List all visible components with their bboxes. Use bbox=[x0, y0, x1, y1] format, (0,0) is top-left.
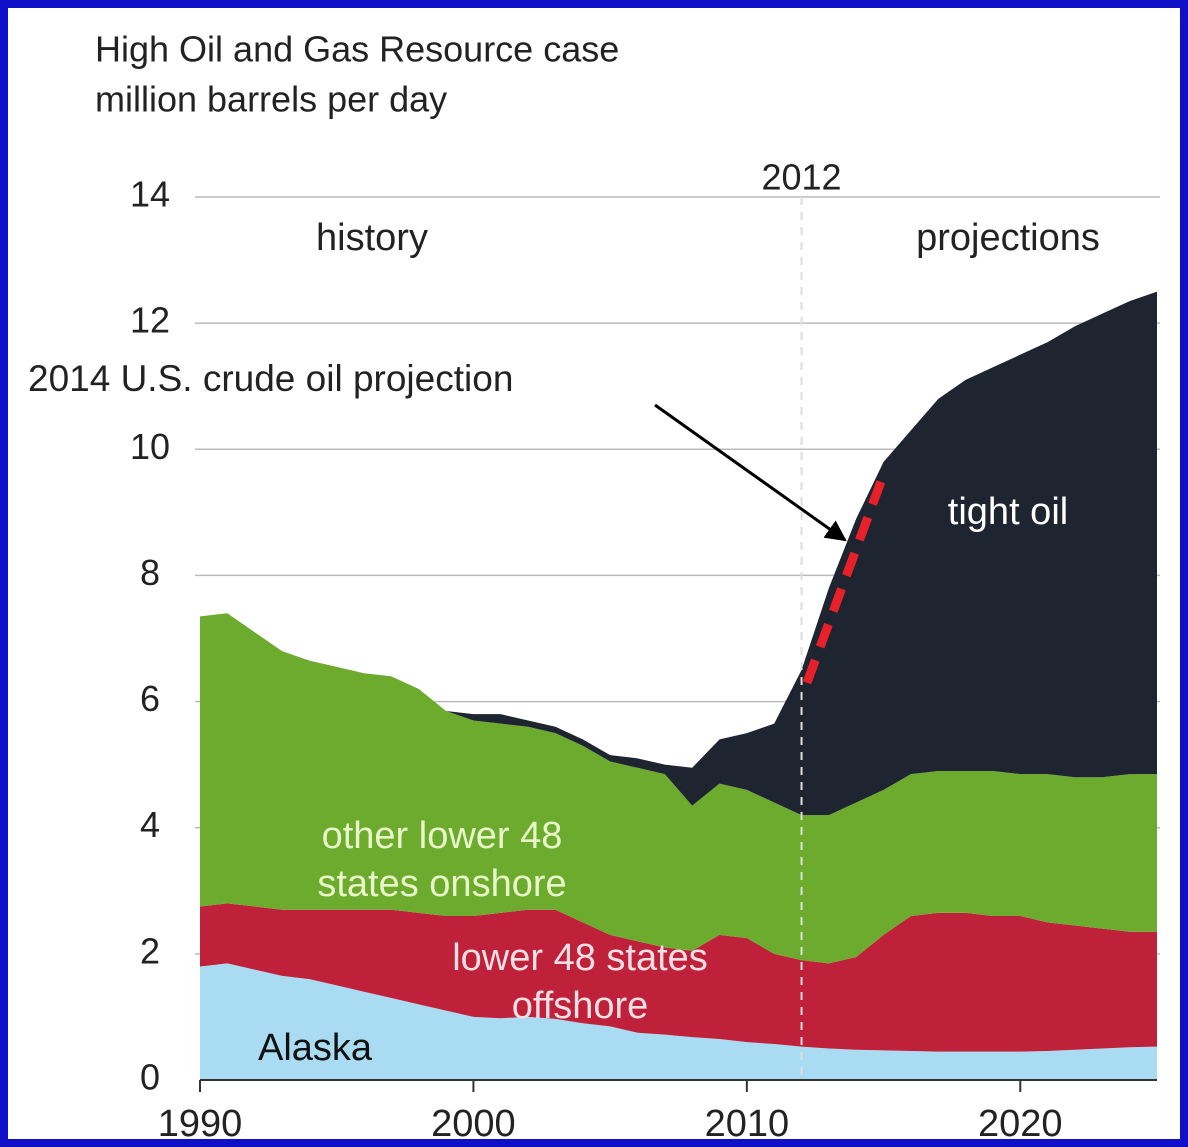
history-label: history bbox=[316, 217, 428, 259]
y-tick-label: 2 bbox=[140, 930, 160, 971]
y-tick-label: 12 bbox=[130, 300, 170, 341]
series-label: Alaska bbox=[257, 1027, 373, 1069]
area bbox=[200, 903, 1157, 1052]
x-tick-label: 2020 bbox=[978, 1103, 1063, 1145]
x-tick-label: 2010 bbox=[705, 1103, 790, 1145]
areas bbox=[200, 291, 1157, 1080]
area bbox=[200, 963, 1157, 1080]
x-tick-label: 1990 bbox=[158, 1103, 243, 1145]
y-tick-label: 8 bbox=[140, 552, 160, 593]
series-label: tight oil bbox=[947, 491, 1069, 533]
y-tick-label: 0 bbox=[140, 1057, 160, 1098]
area bbox=[200, 613, 1157, 964]
x-tick-label: 2000 bbox=[431, 1103, 516, 1145]
y-tick-label: 10 bbox=[130, 426, 170, 467]
series-label: lower 48 states offshore bbox=[452, 937, 708, 1027]
series-label: other lower 48 states onshore bbox=[317, 815, 567, 905]
y-axis-label: million barrels per day bbox=[95, 79, 447, 120]
projection-label: 2014 U.S. crude oil projection bbox=[28, 358, 513, 399]
divider-label: 2012 bbox=[761, 157, 841, 198]
projections-label: projections bbox=[916, 217, 1100, 259]
area bbox=[200, 291, 1157, 816]
y-tick-label: 14 bbox=[130, 174, 170, 215]
chart-title: High Oil and Gas Resource case bbox=[95, 29, 619, 70]
y-tick-label: 4 bbox=[140, 804, 160, 845]
y-tick-label: 6 bbox=[140, 678, 160, 719]
projection-arrow bbox=[654, 403, 847, 542]
